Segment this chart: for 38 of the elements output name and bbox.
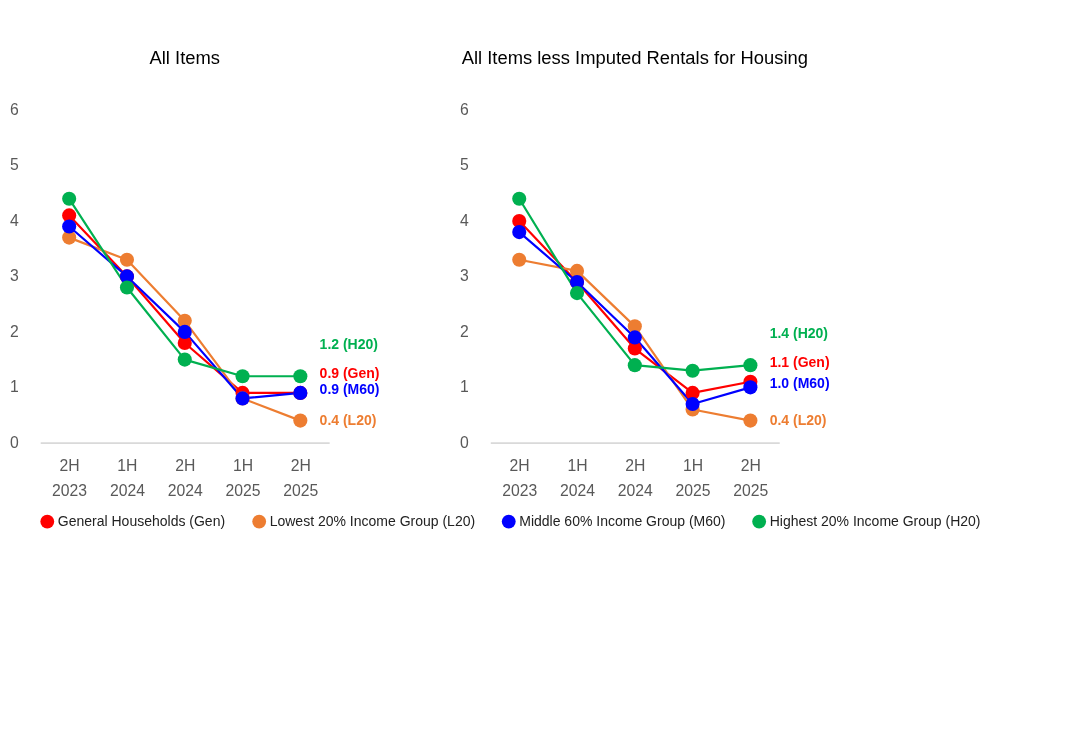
legend-label: Middle 60% Income Group (M60) [519, 512, 726, 529]
y-tick-label: 0 [460, 433, 470, 451]
legend-label: General Households (Gen) [57, 512, 226, 529]
annotation: 0.9 (M60) [319, 380, 380, 397]
x-tick-label: 1H 2025 [225, 457, 261, 499]
legend-label: Lowest 20% Income Group (L20) [269, 512, 476, 529]
x-tick-label: 2H 2023 [52, 457, 88, 499]
x-tick-label: 2H 2024 [617, 457, 654, 499]
x-tick-label: 1H 2024 [559, 457, 596, 499]
y-tick-label: 5 [10, 156, 20, 174]
y-tick-label: 6 [10, 100, 20, 118]
y-tick-label: 6 [460, 100, 470, 118]
annotation: 1.4 (H20) [769, 325, 829, 342]
annotation: 1.0 (M60) [769, 375, 830, 392]
x-tick-label: 1H 2024 [109, 457, 146, 499]
x-tick-label: 1H 2025 [675, 457, 711, 499]
annotation: 0.4 (L20) [769, 411, 827, 428]
x-tick-label: 2H 2023 [502, 457, 538, 499]
y-tick-label: 1 [460, 378, 469, 396]
x-tick-label: 2H 2025 [733, 457, 769, 499]
y-tick-label: 3 [10, 267, 20, 285]
x-tick-label: 2H 2024 [167, 457, 203, 499]
x-tick-label: 2H 2025 [283, 457, 319, 499]
y-tick-label: 3 [460, 267, 470, 285]
chart-title: All Items less Imputed Rentals for Housing [461, 46, 808, 68]
legend-label: Highest 20% Income Group (H20) [769, 512, 981, 529]
y-tick-label: 4 [10, 211, 20, 229]
annotation: 0.4 (L20) [319, 411, 377, 428]
y-tick-label: 2 [10, 322, 19, 340]
annotation: 0.9 (Gen) [319, 365, 380, 381]
y-tick-label: 1 [10, 378, 19, 396]
y-tick-label: 0 [10, 433, 20, 451]
y-tick-label: 2 [460, 322, 469, 340]
y-tick-label: 4 [460, 211, 470, 229]
annotation: 1.1 (Gen) [769, 353, 830, 370]
chart-title: All Items [149, 46, 220, 68]
y-tick-label: 5 [460, 156, 470, 174]
annotation: 1.2 (H20) [319, 336, 378, 353]
